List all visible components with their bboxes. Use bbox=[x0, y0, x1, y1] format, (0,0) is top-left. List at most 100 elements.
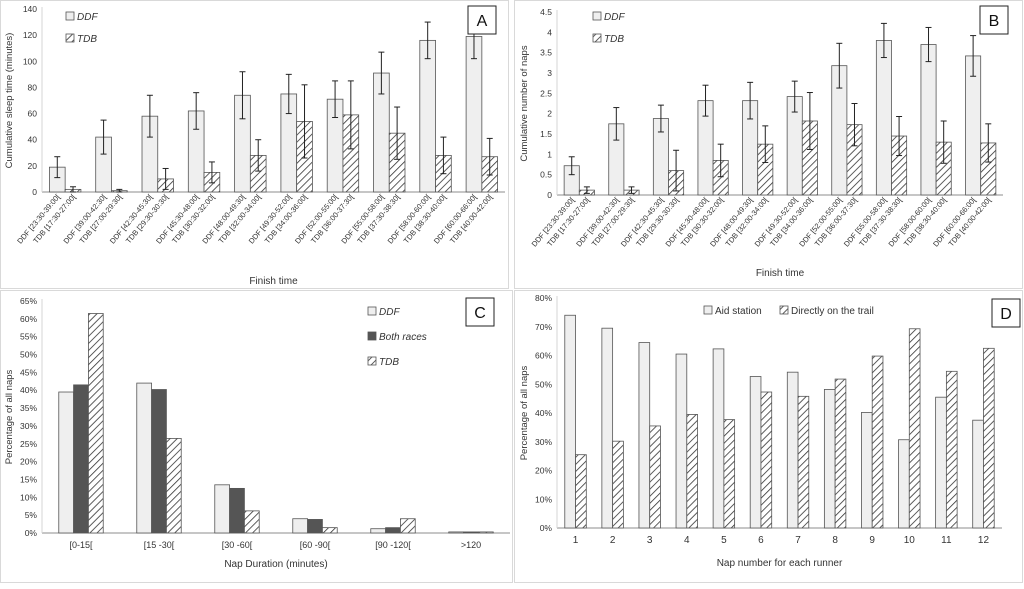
legend-label: DDF bbox=[604, 12, 625, 23]
bar-aid-station bbox=[861, 412, 873, 529]
bar-ddf bbox=[875, 40, 892, 196]
bar-tdb bbox=[166, 438, 182, 534]
category-label: [15 -30[ bbox=[144, 540, 175, 550]
y-tick-label: 60% bbox=[535, 351, 552, 361]
y-tick-label: 20% bbox=[535, 466, 552, 476]
legend-label: Both races bbox=[379, 332, 427, 343]
y-tick-label: 30% bbox=[20, 421, 37, 431]
panel-letter: C bbox=[474, 305, 486, 322]
bar-aid-station bbox=[823, 389, 836, 529]
legend-swatch bbox=[592, 11, 602, 21]
y-tick-label: 4 bbox=[547, 27, 552, 37]
bar-aid-station bbox=[638, 342, 651, 529]
bar-tdb bbox=[478, 531, 494, 534]
panel-badge bbox=[991, 298, 1021, 328]
panel-border bbox=[0, 0, 509, 289]
y-axis-title: Percentage of all naps bbox=[4, 369, 15, 464]
category-label: 3 bbox=[647, 535, 653, 546]
bar-ddf bbox=[465, 36, 483, 193]
bar-directly-on-the-trail bbox=[760, 391, 773, 529]
y-tick-label: 50% bbox=[20, 350, 37, 360]
panel-badge bbox=[467, 5, 497, 35]
y-tick-label: 2 bbox=[547, 109, 552, 119]
bar-aid-station bbox=[749, 376, 762, 529]
y-tick-label: 1 bbox=[547, 149, 552, 159]
y-tick-label: 80 bbox=[28, 82, 38, 92]
x-axis-title: Nap Duration (minutes) bbox=[224, 559, 327, 570]
y-tick-label: 60% bbox=[20, 314, 37, 324]
y-tick-label: 65% bbox=[20, 296, 37, 306]
bar-ddf bbox=[58, 391, 74, 534]
bar-directly-on-the-trail bbox=[983, 347, 995, 529]
legend-label: Aid station bbox=[715, 306, 762, 317]
category-label: 1 bbox=[573, 535, 579, 546]
bar-aid-station bbox=[675, 353, 688, 529]
bar-directly-on-the-trail bbox=[649, 425, 661, 529]
bar-aid-station bbox=[972, 419, 984, 529]
category-label: 6 bbox=[758, 535, 764, 546]
panel-border bbox=[0, 290, 513, 583]
bar-ddf bbox=[920, 44, 937, 196]
y-axis-title: Cumulative number of naps bbox=[519, 45, 530, 161]
bar-both-races bbox=[385, 527, 401, 534]
bar-tdb bbox=[244, 510, 260, 534]
panel-b: 0 0.5 1 1.5 2 2.5 3 3.5 4 4.5 Cumulative number of… bbox=[514, 0, 1023, 289]
bar-ddf bbox=[448, 531, 464, 534]
bar-ddf bbox=[214, 484, 230, 534]
panel-border bbox=[514, 290, 1023, 583]
legend-swatch bbox=[779, 305, 789, 315]
panel-badge bbox=[979, 5, 1009, 35]
y-tick-label: 10% bbox=[20, 492, 37, 502]
panel-letter: D bbox=[1000, 306, 1012, 323]
panel-d: 0% 10% 20% 30% 40% 50% 60% 70% 80% Percentage of … bbox=[514, 290, 1023, 583]
x-axis-title: Nap number for each runner bbox=[717, 558, 843, 569]
panel-letter: A bbox=[477, 13, 488, 30]
category-label: [60 -90[ bbox=[300, 540, 331, 550]
bar-tdb bbox=[88, 313, 104, 534]
legend-swatch bbox=[703, 305, 713, 315]
legend-swatch bbox=[65, 33, 75, 43]
bar-directly-on-the-trail bbox=[575, 454, 587, 529]
x-axis-title: Finish time bbox=[756, 268, 805, 279]
bar-tdb bbox=[322, 527, 338, 534]
y-axis-title: Cumulative sleep time (minutes) bbox=[4, 33, 15, 169]
category-label: [30 -60[ bbox=[222, 540, 253, 550]
bar-directly-on-the-trail bbox=[945, 370, 958, 529]
legend-swatch bbox=[65, 11, 75, 21]
y-tick-label: 4.5 bbox=[540, 7, 552, 17]
bar-directly-on-the-trail bbox=[797, 395, 810, 529]
y-tick-label: 120 bbox=[23, 30, 37, 40]
y-tick-label: 25% bbox=[20, 439, 37, 449]
legend-label: Directly on the trail bbox=[791, 306, 874, 317]
y-axis-title: Percentage of all naps bbox=[519, 365, 530, 460]
bar-directly-on-the-trail bbox=[686, 414, 698, 529]
category-label: 4 bbox=[684, 535, 690, 546]
category-label: 8 bbox=[832, 535, 838, 546]
y-tick-label: 10% bbox=[535, 494, 552, 504]
y-tick-label: 55% bbox=[20, 332, 37, 342]
bar-aid-station bbox=[898, 439, 910, 529]
bar-directly-on-the-trail bbox=[723, 419, 736, 529]
legend-label: DDF bbox=[379, 307, 400, 318]
y-tick-label: 20 bbox=[28, 161, 38, 171]
category-label: 10 bbox=[904, 535, 916, 546]
y-tick-label: 1.5 bbox=[540, 129, 552, 139]
legend-swatch bbox=[367, 306, 377, 316]
y-tick-label: 5% bbox=[25, 510, 38, 520]
y-tick-label: 45% bbox=[20, 367, 37, 377]
y-tick-label: 35% bbox=[20, 403, 37, 413]
bar-ddf bbox=[370, 528, 386, 534]
y-tick-label: 15% bbox=[20, 474, 37, 484]
bar-ddf bbox=[965, 55, 982, 196]
y-tick-label: 3.5 bbox=[540, 48, 552, 58]
y-tick-label: 3 bbox=[547, 68, 552, 78]
panel-c: 0% 5% 10% 15% 20% 25% 30% 35% 40% 45% 50% 55% 60% 65%… bbox=[0, 290, 513, 583]
bar-directly-on-the-trail bbox=[834, 378, 847, 529]
y-tick-label: 60 bbox=[28, 109, 38, 119]
category-label: 11 bbox=[941, 535, 952, 546]
bar-both-races bbox=[229, 487, 245, 534]
y-tick-label: 70% bbox=[535, 322, 552, 332]
legend-label: TDB bbox=[604, 34, 624, 45]
y-tick-label: 2.5 bbox=[540, 88, 552, 98]
